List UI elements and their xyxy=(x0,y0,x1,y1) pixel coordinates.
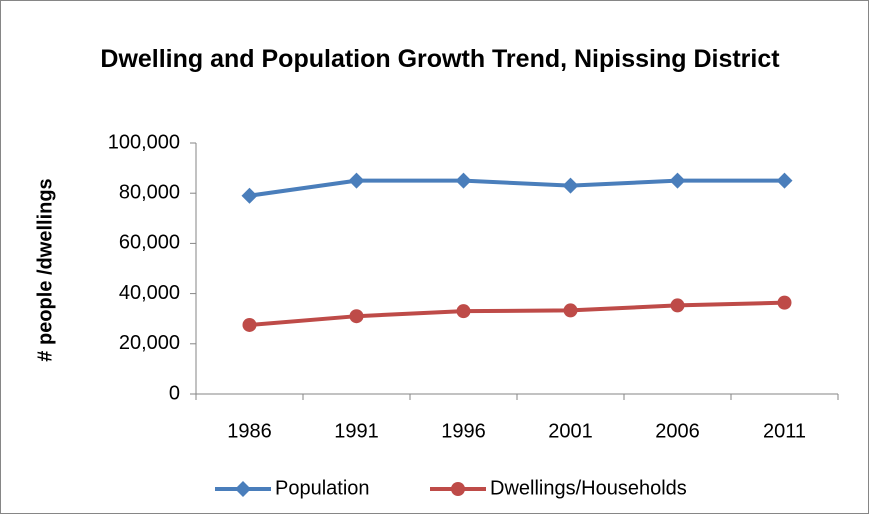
y-axis-label: # people /dwellings xyxy=(34,178,56,361)
y-tick-label: 100,000 xyxy=(108,131,180,153)
data-point xyxy=(455,172,472,189)
legend-label: Dwellings/Households xyxy=(490,477,687,499)
series-line xyxy=(249,300,785,327)
x-tick-label: 1986 xyxy=(227,420,272,442)
data-point xyxy=(348,172,365,189)
data-point xyxy=(669,172,686,189)
data-point xyxy=(670,298,685,313)
data-point xyxy=(563,303,578,318)
y-tick-label: 0 xyxy=(169,382,180,404)
y-tick-label: 20,000 xyxy=(119,332,180,354)
x-tick-label: 1991 xyxy=(334,420,379,442)
data-point xyxy=(456,304,471,319)
data-point xyxy=(777,295,792,310)
series-line xyxy=(249,178,785,198)
x-tick-label: 2001 xyxy=(548,420,593,442)
y-tick-label: 60,000 xyxy=(119,232,180,254)
legend-marker xyxy=(235,481,251,497)
chart-title: Dwelling and Population Growth Trend, Ni… xyxy=(100,45,780,73)
legend-marker xyxy=(451,482,465,496)
data-point xyxy=(241,187,258,204)
legend-label: Population xyxy=(275,477,370,499)
data-point xyxy=(349,309,364,324)
data-point xyxy=(562,177,579,194)
y-tick-label: 80,000 xyxy=(119,181,180,203)
data-point xyxy=(776,172,793,189)
x-tick-label: 2011 xyxy=(763,420,806,442)
y-tick-label: 40,000 xyxy=(119,282,180,304)
data-point xyxy=(242,317,257,332)
x-tick-label: 2006 xyxy=(655,420,700,442)
x-tick-label: 1996 xyxy=(441,420,486,442)
